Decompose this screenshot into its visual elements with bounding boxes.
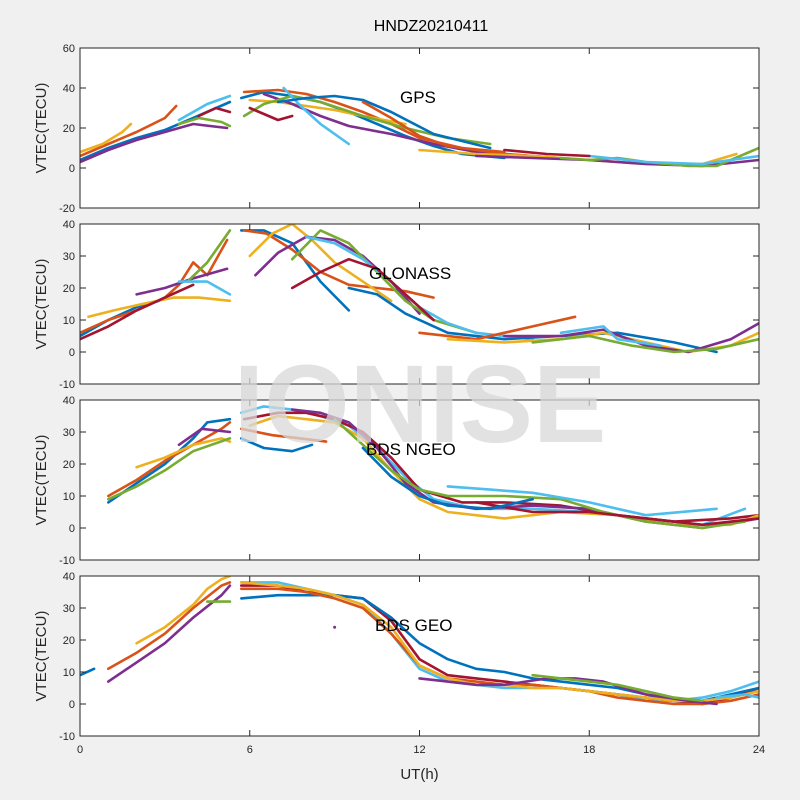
series-line (503, 321, 759, 354)
series-line (177, 427, 232, 447)
series-line (177, 116, 232, 128)
series-line (240, 437, 314, 453)
series-line (276, 94, 492, 150)
y-tick-label: 0 (69, 523, 75, 535)
series-line (282, 86, 351, 146)
series-line (135, 267, 229, 296)
series-line (177, 280, 232, 296)
series-line (186, 229, 232, 283)
watermark-text: IONISE (234, 343, 607, 466)
panel-label: BDS GEO (375, 616, 452, 635)
series-line (80, 122, 229, 164)
y-axis-label: VTEC(TECU) (33, 83, 50, 174)
y-axis-label: VTEC(TECU) (33, 435, 50, 526)
y-tick-label: -10 (59, 731, 75, 743)
series-line (446, 485, 718, 517)
y-tick-label: 30 (63, 603, 75, 615)
series-line (80, 238, 229, 335)
data-point (333, 625, 337, 629)
series-line (107, 421, 232, 498)
x-tick-label: 12 (413, 744, 425, 756)
series-line (80, 104, 178, 158)
figure-title: HNDZ20210411 (374, 18, 489, 35)
series-line (80, 122, 133, 154)
y-tick-label: 40 (63, 395, 75, 407)
y-axis-label: VTEC(TECU) (33, 259, 50, 350)
x-axis-label: UT(h) (400, 766, 438, 783)
series-line (80, 667, 96, 677)
x-tick-label: 24 (753, 744, 765, 756)
series-group (107, 405, 759, 530)
series-line (240, 90, 506, 160)
series-group (80, 224, 759, 354)
series-line (290, 257, 435, 322)
y-tick-label: 30 (63, 251, 75, 263)
y-tick-label: -10 (59, 555, 75, 567)
series-line (531, 334, 759, 354)
series-line (80, 283, 195, 341)
series-line (531, 673, 704, 703)
y-axis-label: VTEC(TECU) (33, 611, 50, 702)
y-tick-label: 10 (63, 491, 75, 503)
series-group (80, 576, 759, 706)
y-tick-label: 40 (63, 83, 75, 95)
y-tick-label: 60 (63, 43, 75, 55)
series-line (503, 148, 591, 158)
series-line (715, 693, 759, 699)
x-tick-label: 0 (77, 744, 83, 756)
series-line (262, 92, 535, 158)
y-tick-label: 0 (69, 699, 75, 711)
series-line (107, 584, 232, 683)
series-line (587, 154, 759, 166)
series-line (240, 229, 351, 312)
y-tick-label: 20 (63, 123, 75, 135)
series-line (333, 417, 747, 530)
y-tick-label: 0 (69, 163, 75, 175)
panel-label: GLONASS (369, 264, 451, 283)
series-line (347, 286, 718, 354)
panel-label: GPS (400, 88, 436, 107)
y-tick-label: 10 (63, 667, 75, 679)
panel-gps: -20 0 20 40 60 VTEC(TECU) GPS (33, 43, 760, 215)
series-line (197, 106, 232, 118)
y-tick-label: 0 (69, 347, 75, 359)
series-line (240, 427, 328, 443)
y-tick-label: 30 (63, 427, 75, 439)
x-tick-label: 6 (247, 744, 253, 756)
y-tick-label: -10 (59, 379, 75, 391)
y-tick-label: 40 (63, 571, 75, 583)
y-tick-label: 10 (63, 315, 75, 327)
y-tick-label: -20 (59, 203, 75, 215)
series-line (418, 315, 577, 341)
y-tick-label: 40 (63, 219, 75, 231)
series-line (177, 94, 232, 122)
panel-bds-ngeo: -10 0 10 20 30 40 VTEC(TECU) BDS NGEO (33, 395, 760, 567)
y-tick-label: 20 (63, 635, 75, 647)
panel-label: BDS NGEO (366, 440, 456, 459)
series-line (474, 501, 759, 527)
axes-background (80, 400, 759, 560)
axes-background (80, 576, 759, 736)
series-line (559, 325, 662, 347)
x-tick-label: 18 (583, 744, 595, 756)
panel-glonass: -10 0 10 20 30 40 VTEC(TECU) GLONASS (33, 219, 760, 391)
series-line (361, 446, 535, 511)
y-tick-label: 20 (63, 459, 75, 471)
series-group (80, 86, 759, 168)
series-line (107, 437, 232, 501)
series-line (135, 576, 232, 645)
axes-background (80, 224, 759, 384)
y-tick-label: 20 (63, 283, 75, 295)
series-line (248, 106, 294, 122)
series-line (107, 581, 232, 671)
